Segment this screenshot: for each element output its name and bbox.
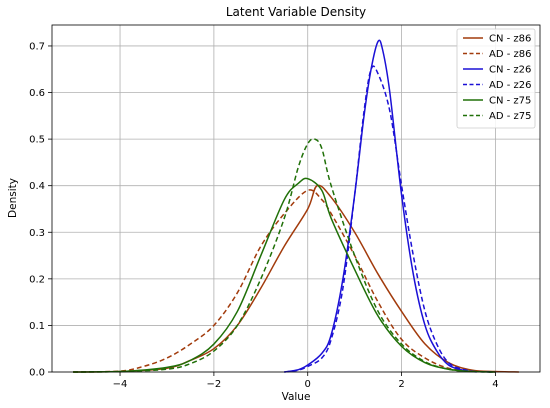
- legend-label-ad-z75: AD - z75: [489, 111, 531, 122]
- y-tick-label: 0.2: [29, 274, 45, 285]
- y-tick-label: 0.5: [29, 135, 45, 146]
- y-axis-label: Density: [7, 178, 19, 218]
- legend-label-ad-z86: AD - z86: [489, 49, 531, 60]
- legend-label-cn-z75: CN - z75: [489, 96, 531, 107]
- series-line-cn-z26: [284, 39, 477, 373]
- x-tick-label: 0: [305, 379, 311, 390]
- x-tick-label: −2: [207, 379, 222, 390]
- y-tick-label: 0.6: [29, 88, 45, 99]
- series-line-cn-z75: [73, 177, 496, 373]
- y-tick-label: 0.0: [29, 368, 45, 379]
- legend-label-ad-z26: AD - z26: [489, 80, 531, 91]
- series-line-ad-z86: [73, 189, 496, 373]
- x-tick-label: 4: [492, 379, 498, 390]
- chart-title: Latent Variable Density: [226, 5, 366, 19]
- series-line-ad-z75: [73, 138, 496, 373]
- x-tick-label: 2: [398, 379, 404, 390]
- legend: CN - z86 AD - z86 CN - z26 AD - z26 CN - z75…: [456, 28, 536, 129]
- legend-label-cn-z26: CN - z26: [489, 65, 531, 76]
- axis-ticks: −4 −2 0 2 4 0.0 0.1 0.2 0.3 0.4 0.5 0.6 0.7: [29, 41, 499, 390]
- y-tick-label: 0.4: [29, 181, 45, 192]
- plot-frame: [51, 24, 541, 373]
- y-tick-label: 0.7: [29, 41, 45, 52]
- x-tick-label: −4: [113, 379, 128, 390]
- x-axis-label: Value: [282, 391, 311, 403]
- y-tick-label: 0.3: [29, 228, 45, 239]
- y-tick-label: 0.1: [29, 321, 45, 332]
- series-lines: [73, 39, 519, 373]
- legend-label-cn-z86: CN - z86: [489, 34, 531, 45]
- series-line-ad-z26: [284, 65, 496, 373]
